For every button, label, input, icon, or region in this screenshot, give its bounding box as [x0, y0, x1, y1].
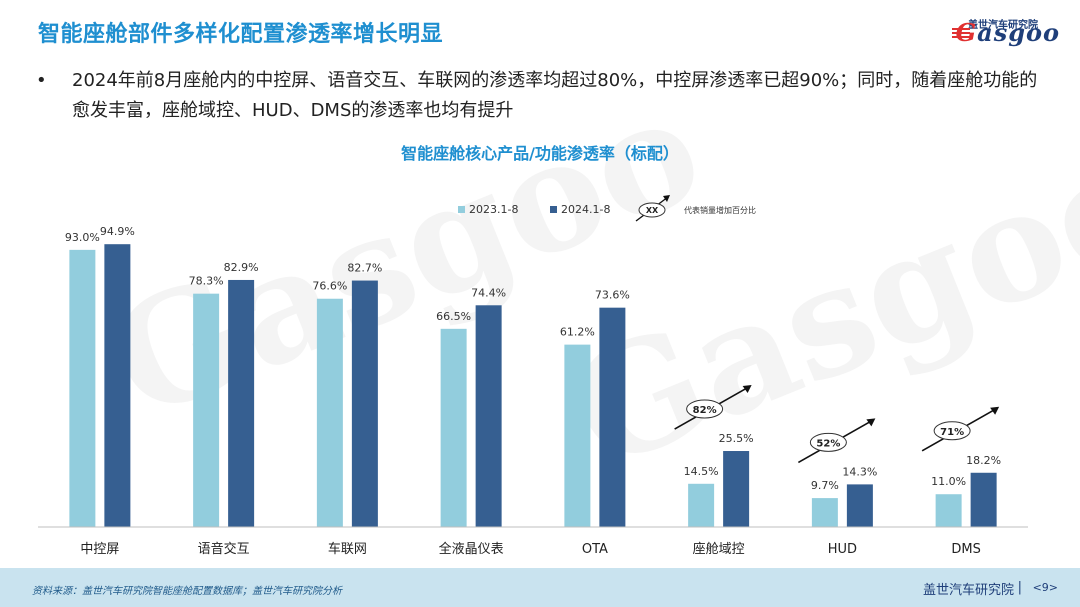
growth-annotation: 71% [921, 406, 1000, 452]
growth-ellipse [809, 432, 847, 452]
bar-2023-3 [440, 328, 467, 527]
value-label: 94.9% [100, 225, 135, 238]
penetration-bar-chart: 93.0% 94.9% 78.3%82.9% 76.6%82.7% 66.5%74.4%… [38, 195, 1028, 557]
gasgoo-logo: 盖世汽车研究院 [938, 8, 1058, 52]
value-label: 66.5% [436, 310, 471, 323]
summary-bullet: • 2024年前8月座舱内的中控屏、语音交互、车联网的渗透率均超过80%，中控屏… [36, 66, 1046, 126]
footer-brand: 盖世汽车研究院 [922, 583, 1014, 598]
bar-2023-4 [564, 344, 591, 527]
value-label: 76.6% [312, 280, 347, 293]
growth-ellipse [933, 421, 971, 441]
value-label: 78.3% [189, 275, 224, 288]
chart-title: 智能座舱核心产品/功能渗透率（标配） [401, 144, 679, 163]
value-label: 14.3% [842, 465, 877, 478]
legend-growth-ellipse [638, 202, 666, 218]
footer-separator: | [1017, 580, 1022, 595]
legend-swatch [550, 206, 557, 213]
value-label: 61.2% [560, 326, 595, 339]
growth-annotation: 52% [797, 418, 876, 464]
growth-annotation: 82% [674, 385, 752, 430]
growth-ellipse [686, 399, 724, 419]
page-number: <9> [1032, 581, 1058, 594]
logo-stripes-icon [952, 28, 970, 40]
logo-rest: asgoo [977, 18, 1060, 47]
logo-en-text: Gasgoo [956, 18, 1060, 47]
category-label: 座舱域控 [693, 542, 745, 557]
value-label: 25.5% [719, 432, 754, 445]
value-label: 82.9% [224, 261, 259, 274]
category-label: 车联网 [328, 541, 367, 557]
bar-2024-5 [723, 451, 750, 527]
page-title: 智能座舱部件多样化配置渗透率增长明显 [38, 22, 444, 47]
value-label: 9.7% [811, 479, 839, 492]
bar-2024-2 [351, 280, 378, 527]
legend-growth-text: 代表销量增加百分比 [684, 205, 756, 215]
growth-label: 52% [816, 438, 840, 449]
bar-2024-7 [970, 472, 997, 527]
bullet-dot-icon: • [36, 70, 47, 91]
bar-2024-1 [228, 279, 255, 527]
legend-growth-arrowhead-icon [663, 195, 670, 202]
category-label: 全液晶仪表 [439, 541, 504, 557]
category-label: 语音交互 [198, 541, 250, 557]
growth-arrowhead-icon [742, 385, 752, 394]
growth-label: 82% [693, 405, 717, 416]
bar-2023-5 [688, 483, 715, 527]
category-label: DMS [951, 542, 980, 557]
footer-bar: 资料来源：盖世汽车研究院智能座舱配置数据库；盖世汽车研究院分析 盖世汽车研究院 … [0, 568, 1080, 607]
growth-arrowhead-icon [990, 406, 1000, 415]
bullet-text: 2024年前8月座舱内的中控屏、语音交互、车联网的渗透率均超过80%，中控屏渗透… [72, 70, 1038, 121]
value-label: 74.4% [471, 286, 506, 299]
bar-2024-3 [475, 305, 502, 527]
value-label: 18.2% [966, 454, 1001, 467]
bar-2024-0 [104, 244, 131, 527]
legend-swatch [458, 206, 465, 213]
bar-2024-4 [599, 307, 626, 527]
bar-2024-6 [846, 484, 873, 527]
category-label: HUD [828, 542, 857, 557]
value-label: 73.6% [595, 289, 630, 302]
growth-arrowhead-icon [866, 418, 876, 427]
category-label: 中控屏 [80, 542, 119, 557]
logo-cn-text: 盖世汽车研究院 [968, 20, 1038, 31]
bar-2023-2 [316, 298, 343, 527]
legend-label: 2023.1-8 [469, 203, 518, 216]
bar-2023-1 [193, 293, 220, 527]
value-label: 82.7% [347, 262, 382, 275]
bar-2023-6 [811, 498, 838, 527]
value-label: 11.0% [931, 475, 966, 488]
footer-source: 资料来源：盖世汽车研究院智能座舱配置数据库；盖世汽车研究院分析 [32, 586, 342, 597]
value-label: 93.0% [65, 231, 100, 244]
category-label: OTA [582, 542, 608, 557]
legend-label: 2024.1-8 [561, 203, 610, 216]
value-label: 14.5% [684, 465, 719, 478]
legend-growth-symbol: XX [646, 206, 659, 215]
bar-2023-0 [69, 249, 96, 528]
growth-label: 71% [940, 427, 964, 438]
bar-2023-7 [935, 494, 962, 527]
